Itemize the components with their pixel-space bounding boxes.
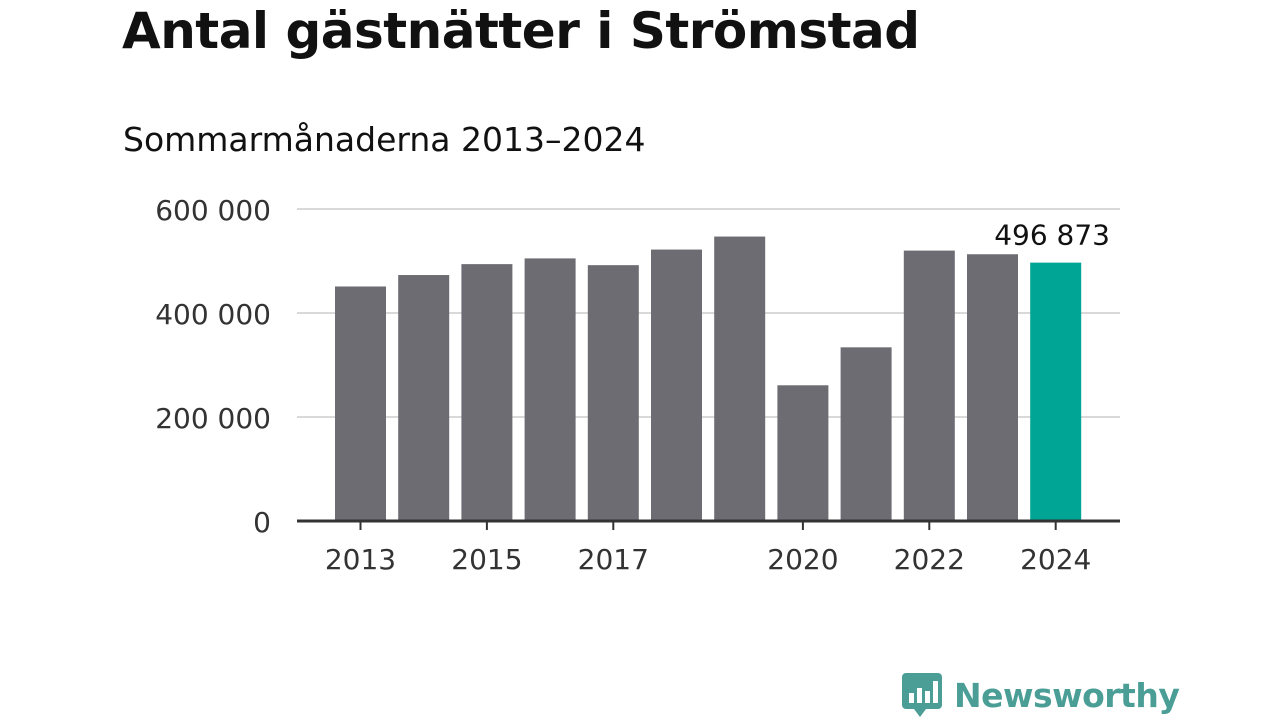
bar-2023	[967, 254, 1018, 522]
bar-2022	[903, 250, 955, 521]
y-tick-label: 200 000	[155, 402, 271, 435]
x-tick-label: 2017	[578, 543, 649, 576]
bar-chart-speech-bubble-icon	[902, 673, 942, 717]
y-tick-label: 400 000	[155, 298, 271, 331]
bar-2017	[587, 265, 639, 521]
bar-2024	[1030, 262, 1082, 521]
x-tick-label: 2015	[451, 543, 522, 576]
y-tick-label: 600 000	[155, 194, 271, 227]
value-annotation: 496 873	[994, 219, 1110, 252]
chart-title: Antal gästnätter i Strömstad	[122, 2, 920, 60]
bar-2013	[335, 286, 386, 521]
y-tick-label: 0	[253, 506, 271, 539]
bar-2016	[524, 258, 576, 521]
bar-2014	[398, 275, 450, 521]
bar-2018	[651, 249, 702, 521]
x-tick-label: 2013	[325, 543, 396, 576]
bar-2021	[840, 347, 892, 521]
bar-2020	[777, 385, 829, 521]
x-tick-label: 2024	[1020, 543, 1091, 576]
bar-2019	[714, 236, 766, 521]
brand-name: Newsworthy	[954, 675, 1180, 715]
brand-logo: Newsworthy	[900, 670, 1180, 720]
chart-subtitle: Sommarmånaderna 2013–2024	[123, 120, 646, 159]
bar-2015	[461, 264, 513, 521]
x-tick-label: 2022	[894, 543, 965, 576]
x-tick-label: 2020	[767, 543, 838, 576]
